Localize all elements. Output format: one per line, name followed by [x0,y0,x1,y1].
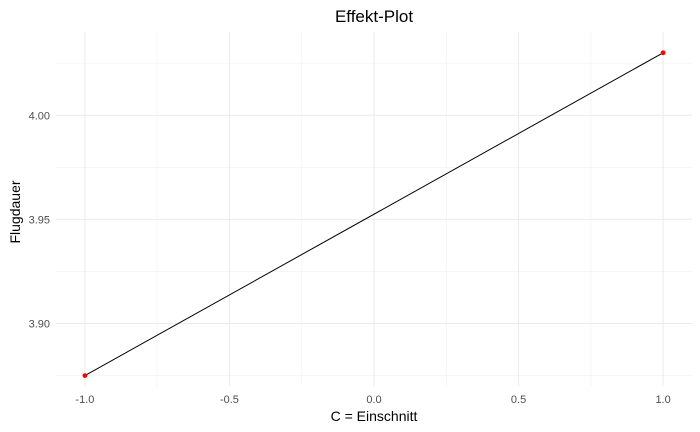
y-axis-label: Flugdauer [7,180,23,243]
y-tick-labels: 3.90 3.95 4.00 [29,110,50,330]
series-line [84,52,664,377]
x-tick-label: 0.5 [511,394,526,406]
data-point [82,373,88,378]
grid [56,32,692,386]
series [82,50,666,378]
x-tick-labels: -1.0 -0.5 0.0 0.5 1.0 [75,394,670,406]
chart-title: Effekt-Plot [335,7,413,26]
x-tick-label: 1.0 [655,394,670,406]
data-point [660,50,666,56]
x-tick-label: 0.0 [366,394,381,406]
y-tick-label: 4.00 [29,110,50,122]
x-tick-label: -1.0 [75,394,94,406]
y-tick-label: 3.95 [29,214,50,226]
x-tick-label: -0.5 [220,394,239,406]
x-axis-label: C = Einschnitt [331,408,418,424]
y-tick-label: 3.90 [29,319,50,331]
